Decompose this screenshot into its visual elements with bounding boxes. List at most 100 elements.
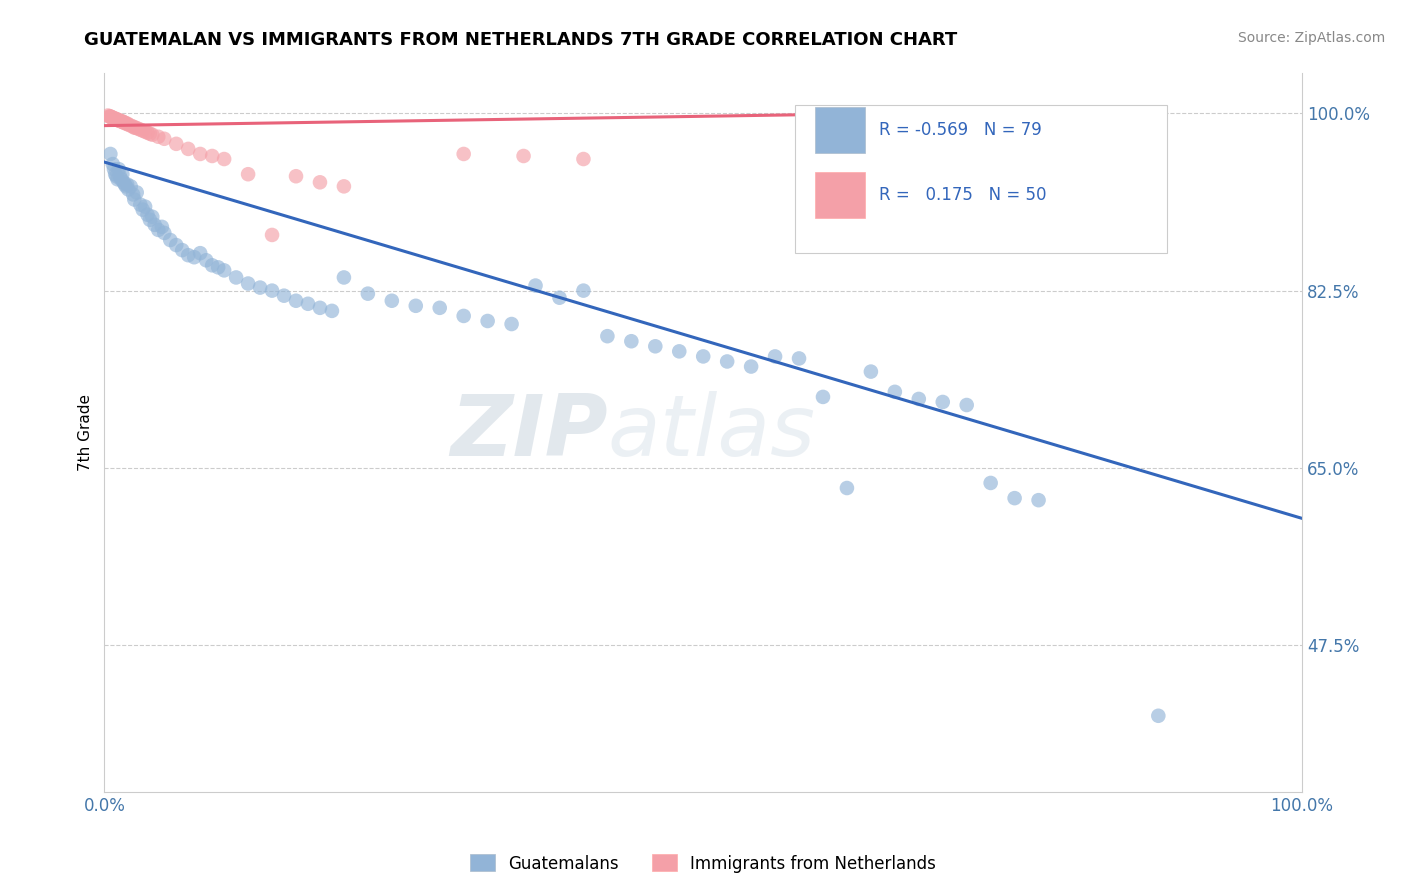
Point [787, 351, 810, 366]
Point [111, 114, 134, 128]
Point [117, 118, 139, 132]
Point [103, 162, 125, 177]
Point [811, 390, 834, 404]
Point [120, 119, 142, 133]
Point [122, 187, 145, 202]
Point [620, 334, 643, 349]
Point [98, 110, 121, 124]
Point [101, 111, 124, 125]
Point [122, 120, 145, 134]
Text: GUATEMALAN VS IMMIGRANTS FROM NETHERLANDS 7TH GRADE CORRELATION CHART: GUATEMALAN VS IMMIGRANTS FROM NETHERLAND… [84, 31, 957, 49]
Point [139, 127, 162, 141]
Point [104, 112, 127, 126]
Point [165, 136, 187, 151]
Point [177, 142, 200, 156]
Point [112, 175, 135, 189]
Point [98, 110, 121, 124]
Point [692, 350, 714, 364]
Text: Source: ZipAtlas.com: Source: ZipAtlas.com [1237, 31, 1385, 45]
Point [236, 277, 259, 291]
Text: ZIP: ZIP [450, 391, 607, 474]
Point [883, 384, 905, 399]
Point [716, 354, 738, 368]
Legend: Guatemalans, Immigrants from Netherlands: Guatemalans, Immigrants from Netherlands [463, 847, 943, 880]
Point [177, 248, 200, 262]
Point [110, 172, 132, 186]
Point [103, 112, 125, 126]
Point [357, 286, 380, 301]
Point [105, 169, 128, 184]
Point [129, 122, 152, 136]
Point [453, 147, 475, 161]
Point [225, 270, 247, 285]
Point [159, 233, 181, 247]
Point [111, 114, 134, 128]
Point [117, 182, 139, 196]
Point [501, 317, 523, 331]
FancyBboxPatch shape [814, 107, 865, 153]
Point [139, 212, 162, 227]
FancyBboxPatch shape [814, 172, 865, 219]
Point [188, 246, 211, 260]
Point [125, 186, 148, 200]
Point [321, 304, 343, 318]
Point [108, 113, 131, 128]
Point [101, 157, 124, 171]
Point [201, 258, 224, 272]
Point [273, 288, 295, 302]
Point [740, 359, 762, 374]
Point [333, 179, 356, 194]
Point [143, 218, 166, 232]
Point [104, 167, 127, 181]
Point [1028, 493, 1050, 508]
Point [524, 278, 547, 293]
Point [381, 293, 404, 308]
Y-axis label: 7th Grade: 7th Grade [79, 394, 93, 471]
Point [980, 475, 1002, 490]
Point [572, 284, 595, 298]
Point [124, 120, 146, 135]
Point [668, 344, 690, 359]
Point [297, 297, 319, 311]
Point [1004, 491, 1026, 505]
Point [148, 223, 170, 237]
Point [763, 350, 786, 364]
Point [285, 169, 308, 184]
Point [108, 169, 131, 184]
Point [572, 152, 595, 166]
Point [115, 179, 138, 194]
Point [153, 132, 176, 146]
Point [195, 253, 218, 268]
Text: atlas: atlas [607, 391, 815, 474]
Point [103, 112, 125, 126]
Point [141, 210, 163, 224]
Point [107, 112, 129, 127]
Point [134, 200, 156, 214]
Point [124, 193, 146, 207]
Point [105, 112, 128, 127]
Point [477, 314, 499, 328]
Point [124, 120, 146, 135]
Point [512, 149, 534, 163]
Point [105, 112, 128, 127]
Point [249, 280, 271, 294]
Point [148, 129, 170, 144]
Point [111, 167, 134, 181]
Point [107, 113, 129, 128]
Point [127, 121, 149, 136]
Point [207, 260, 229, 275]
Point [835, 481, 858, 495]
Point [429, 301, 451, 315]
Point [114, 178, 136, 192]
Point [260, 284, 283, 298]
Point [333, 270, 356, 285]
Point [309, 301, 332, 315]
Point [165, 238, 187, 252]
Point [115, 178, 138, 192]
Point [859, 365, 882, 379]
Point [405, 299, 427, 313]
Point [110, 114, 132, 128]
Point [260, 227, 283, 242]
Point [1147, 708, 1170, 723]
Point [309, 175, 332, 189]
